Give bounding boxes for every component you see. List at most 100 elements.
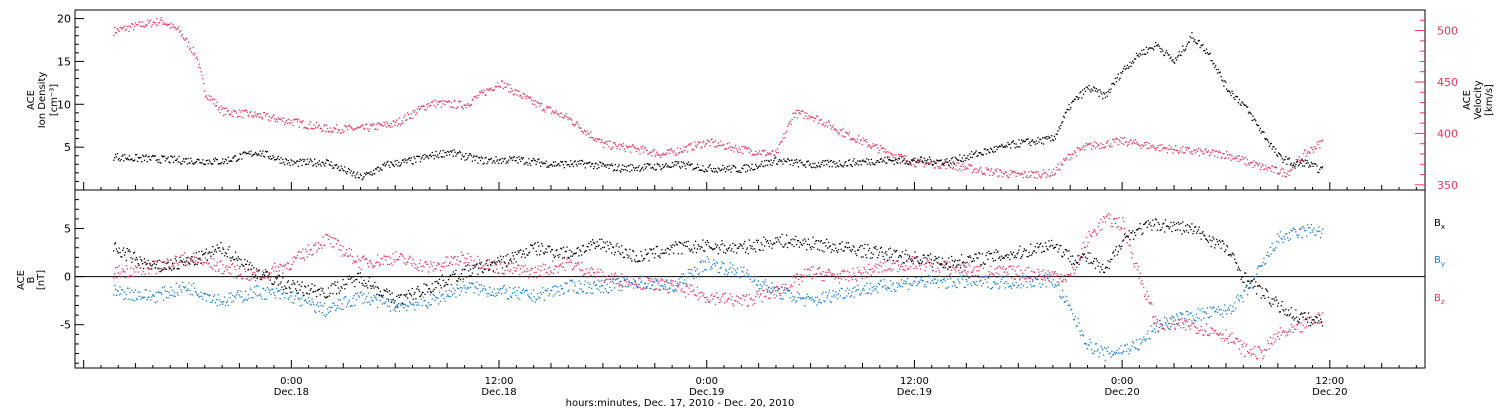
density-series-point <box>381 169 383 171</box>
b-tick-label: 5 <box>64 222 71 235</box>
by-series-point <box>355 293 357 295</box>
velocity-series-point <box>700 147 702 149</box>
by-series-point <box>523 292 525 294</box>
bz-series-point <box>602 271 604 273</box>
density-series-point <box>1313 163 1315 165</box>
velocity-series-point <box>278 118 280 120</box>
bz-series-point <box>643 286 645 289</box>
bz-series-point <box>313 244 315 247</box>
by-series-point <box>827 295 829 297</box>
bz-series-point <box>162 268 164 271</box>
density-series-point <box>532 157 534 160</box>
by-series-point <box>448 289 451 292</box>
by-series-point <box>875 289 877 291</box>
by-series-point <box>785 292 787 294</box>
by-series-point <box>952 281 954 283</box>
bz-series-point <box>605 278 607 280</box>
by-series-point <box>394 307 396 309</box>
bz-series-point <box>783 289 785 291</box>
velocity-series-point <box>564 116 566 118</box>
bz-series-point <box>740 297 742 299</box>
density-series-point <box>210 162 212 165</box>
velocity-series-point <box>881 147 883 149</box>
velocity-series-point <box>135 23 137 26</box>
density-series-point <box>309 158 311 160</box>
density-series-point <box>332 167 334 169</box>
velocity-series-point <box>247 114 249 116</box>
velocity-series-point <box>1211 149 1213 151</box>
density-series-point <box>1262 131 1264 133</box>
by-series-point <box>618 289 620 291</box>
density-series-point <box>723 168 725 171</box>
bz-series-point <box>640 288 642 290</box>
by-series-point <box>669 287 671 289</box>
density-series-point <box>1292 165 1294 167</box>
bz-series-point <box>431 265 433 267</box>
by-series-point <box>367 292 370 294</box>
velocity-series-point <box>798 112 800 114</box>
by-series-point <box>469 282 471 284</box>
bz-series-point <box>528 277 530 279</box>
by-series-point <box>114 284 116 286</box>
by-series-point <box>340 308 342 310</box>
by-series-point <box>719 267 721 269</box>
bz-series-point <box>642 288 644 290</box>
bz-series-point <box>544 264 546 266</box>
density-series-point <box>173 155 176 157</box>
by-series-point <box>288 296 290 299</box>
velocity-series-point <box>1000 169 1002 171</box>
by-series-point <box>832 290 834 292</box>
velocity-series-point <box>346 128 349 131</box>
by-series-point <box>311 298 313 300</box>
density-series-point <box>238 158 240 160</box>
velocity-series-point <box>412 110 414 112</box>
velocity-series-point <box>614 143 616 145</box>
velocity-series-point <box>997 175 999 178</box>
density-series-point <box>781 161 783 163</box>
bz-series-point <box>607 278 609 280</box>
velocity-series-point <box>352 129 354 131</box>
density-series-point <box>980 153 983 156</box>
by-series-point <box>160 292 162 294</box>
bz-series-point <box>1117 225 1119 228</box>
bz-series-point <box>1097 226 1099 228</box>
velocity-series-point <box>524 95 526 97</box>
bz-series-point <box>581 269 584 271</box>
bz-series-point <box>1074 269 1076 271</box>
velocity-series-point <box>1289 170 1291 172</box>
density-series-point <box>970 156 972 158</box>
by-series-point <box>317 305 320 308</box>
density-series-point <box>376 166 378 169</box>
density-series-point <box>553 165 555 167</box>
bz-series-point <box>564 269 566 271</box>
bz-series-point <box>180 255 182 257</box>
bz-series-point <box>155 272 157 275</box>
bz-series-point <box>927 259 929 262</box>
bz-series-point <box>291 263 293 265</box>
bz-series-point <box>282 272 284 274</box>
velocity-series-point <box>832 125 834 127</box>
bz-series-point <box>383 255 385 257</box>
by-series-point <box>577 292 579 294</box>
by-series-point <box>573 282 575 284</box>
density-series-point <box>166 158 168 160</box>
velocity-series-point <box>122 27 124 29</box>
density-series-point <box>772 162 774 164</box>
by-series-point <box>829 300 831 302</box>
bz-series-point <box>797 278 800 280</box>
bz-series-point <box>328 235 330 237</box>
bz-series-point <box>717 296 719 299</box>
velocity-series-point <box>835 129 837 131</box>
bz-series-point <box>738 302 740 304</box>
by-series-point <box>152 294 154 296</box>
bottom-panel: -505 ACE B [nT] Bx By Bz <box>16 189 1445 369</box>
velocity-series-point <box>686 151 689 153</box>
bz-series-point <box>602 275 605 277</box>
density-series-point <box>580 163 582 165</box>
bz-series-point <box>502 273 504 275</box>
bz-series-point <box>443 266 445 268</box>
by-series-point <box>664 286 667 288</box>
bz-series-point <box>1141 280 1143 282</box>
by-series-point <box>476 281 478 283</box>
density-series-point <box>1118 79 1120 81</box>
